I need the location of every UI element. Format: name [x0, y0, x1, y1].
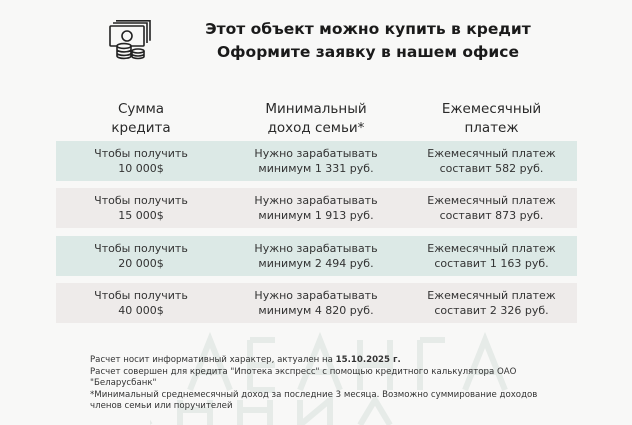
- cell-income: Нужно зарабатывать минимум 1 913 руб.: [254, 194, 378, 222]
- cell-amount: Чтобы получить 40 000$: [94, 289, 188, 317]
- note-actuality: Расчет носит информативный характер, акт…: [90, 355, 401, 365]
- title-line-1: Этот объект можно купить в кредит: [205, 20, 531, 38]
- note-income: *Минимальный среднемесячный доход за пос…: [90, 389, 538, 412]
- column-header-income: Минимальный доход семьи*: [265, 101, 367, 136]
- column-header-amount: Сумма кредита: [111, 101, 171, 136]
- cell-amount: Чтобы получить 15 000$: [94, 194, 188, 222]
- note-calculator: Расчет совершен для кредита "Ипотека экс…: [90, 366, 517, 389]
- cell-payment: Ежемесячный платеж составит 1 163 руб.: [427, 242, 556, 270]
- cell-amount: Чтобы получить 10 000$: [94, 147, 188, 175]
- cell-income: Нужно зарабатывать минимум 4 820 руб.: [254, 289, 378, 317]
- watermark-logo: [150, 331, 508, 425]
- title-line-2: Оформите заявку в нашем офисе: [217, 43, 519, 61]
- table-header: Сумма кредита Минимальный доход семьи* Еже…: [56, 100, 577, 140]
- cell-income: Нужно зарабатывать минимум 1 331 руб.: [254, 147, 378, 175]
- table-row: Чтобы получить 20 000$ Нужно зарабатывать м…: [56, 236, 577, 276]
- footnotes: Расчет носит информативный характер, акт…: [90, 355, 550, 413]
- column-header-payment: Ежемесячный платеж: [441, 101, 542, 136]
- table-row: Чтобы получить 15 000$ Нужно зарабатывать м…: [56, 188, 577, 228]
- cell-payment: Ежемесячный платеж составит 873 руб.: [427, 194, 556, 222]
- money-coins-icon: [109, 20, 151, 60]
- cell-amount: Чтобы получить 20 000$: [94, 242, 188, 270]
- cell-payment: Ежемесячный платеж составит 2 326 руб.: [427, 289, 556, 317]
- table-row: Чтобы получить 10 000$ Нужно зарабатывать м…: [56, 141, 577, 181]
- cell-income: Нужно зарабатывать минимум 2 494 руб.: [254, 242, 378, 270]
- page-title: Этот объект можно купить в кредит Оформи…: [178, 18, 558, 64]
- header: Этот объект можно купить в кредит Оформи…: [108, 18, 568, 68]
- table-row: Чтобы получить 40 000$ Нужно зарабатывать м…: [56, 283, 577, 323]
- cell-payment: Ежемесячный платеж составит 582 руб.: [427, 147, 556, 175]
